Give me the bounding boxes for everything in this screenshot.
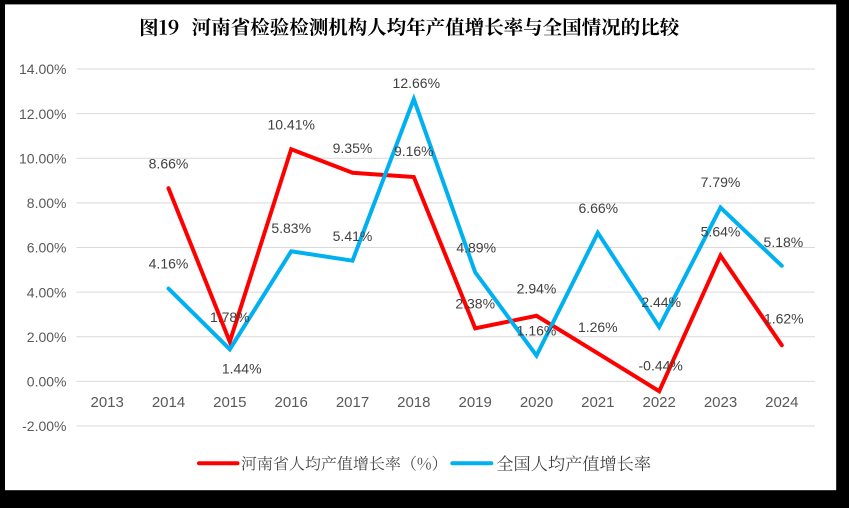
svg-text:2022: 2022 (643, 394, 676, 411)
svg-text:6.66%: 6.66% (578, 200, 618, 216)
svg-text:4.89%: 4.89% (456, 239, 496, 255)
svg-text:2016: 2016 (275, 394, 308, 411)
svg-text:-2.00%: -2.00% (22, 418, 66, 434)
svg-text:12.00%: 12.00% (19, 106, 66, 122)
svg-text:5.41%: 5.41% (333, 228, 373, 244)
svg-text:1.78%: 1.78% (210, 309, 250, 325)
svg-text:2013: 2013 (91, 394, 124, 411)
svg-text:10.41%: 10.41% (267, 116, 314, 132)
svg-text:9.16%: 9.16% (394, 143, 434, 159)
svg-text:1.62%: 1.62% (764, 311, 804, 327)
svg-text:2020: 2020 (520, 394, 553, 411)
svg-text:7.79%: 7.79% (701, 174, 741, 190)
svg-text:5.83%: 5.83% (271, 220, 311, 236)
svg-text:4.00%: 4.00% (27, 284, 67, 300)
svg-text:9.35%: 9.35% (333, 140, 373, 156)
svg-text:1.26%: 1.26% (578, 319, 618, 335)
svg-text:8.66%: 8.66% (149, 155, 189, 171)
svg-text:14.00%: 14.00% (19, 61, 66, 77)
svg-text:10.00%: 10.00% (19, 150, 66, 166)
svg-text:6.00%: 6.00% (27, 240, 67, 256)
svg-text:2017: 2017 (336, 394, 369, 411)
svg-text:2.38%: 2.38% (455, 295, 495, 311)
svg-text:8.00%: 8.00% (27, 195, 67, 211)
svg-text:2014: 2014 (152, 394, 185, 411)
svg-text:2.00%: 2.00% (27, 329, 67, 345)
svg-text:12.66%: 12.66% (393, 75, 440, 91)
svg-text:1.44%: 1.44% (222, 360, 262, 376)
svg-text:2021: 2021 (581, 394, 614, 411)
svg-text:5.64%: 5.64% (701, 223, 741, 239)
svg-text:2015: 2015 (213, 394, 246, 411)
svg-text:2024: 2024 (765, 394, 798, 411)
svg-text:-0.44%: -0.44% (639, 357, 683, 373)
svg-text:5.18%: 5.18% (764, 234, 804, 250)
svg-text:1.16%: 1.16% (517, 323, 557, 339)
svg-text:2023: 2023 (704, 394, 737, 411)
svg-text:0.00%: 0.00% (27, 374, 67, 390)
svg-text:4.16%: 4.16% (149, 256, 189, 272)
svg-text:2019: 2019 (459, 394, 492, 411)
svg-text:2.44%: 2.44% (641, 294, 681, 310)
svg-text:2.94%: 2.94% (517, 280, 557, 296)
svg-text:2018: 2018 (397, 394, 430, 411)
